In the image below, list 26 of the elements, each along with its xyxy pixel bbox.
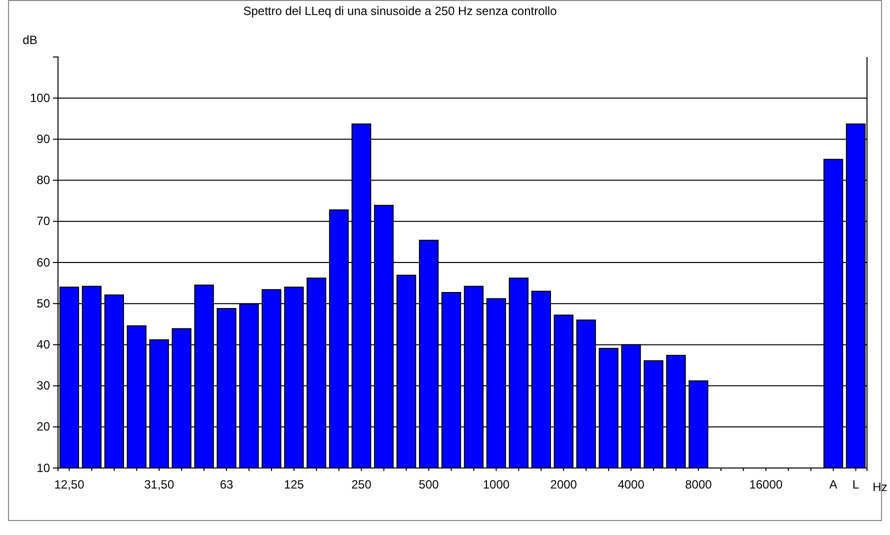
y-axis-title: dB bbox=[22, 33, 38, 47]
y-tick-label: 30 bbox=[36, 378, 50, 393]
y-tick-label: 90 bbox=[36, 132, 50, 146]
x-tick-label: 31,50 bbox=[144, 477, 174, 492]
y-tick-label: 80 bbox=[36, 173, 50, 188]
y-tick-label: 40 bbox=[36, 338, 50, 352]
x-axis-title: Hz bbox=[872, 480, 888, 494]
x-tick-label: 12,50 bbox=[54, 477, 85, 492]
x-tick-label: 250 bbox=[351, 477, 372, 492]
x-tick-label: 500 bbox=[418, 477, 440, 492]
y-tick-label: 100 bbox=[30, 90, 50, 105]
x-tick-label: 1000 bbox=[482, 477, 510, 492]
x-tick-label: 8000 bbox=[685, 477, 712, 492]
y-tick-label: 10 bbox=[36, 460, 50, 475]
x-tick-label: 16000 bbox=[749, 477, 783, 492]
y-tick-label: 60 bbox=[36, 255, 50, 270]
x-tick-label: L bbox=[852, 477, 860, 492]
y-tick-label: 20 bbox=[36, 420, 50, 434]
x-tick-label: 4000 bbox=[618, 477, 645, 492]
y-tick-label: 50 bbox=[36, 296, 50, 310]
chart-title: Spettro del LLeq di una sinusoide a 250 Hz senza controllo bbox=[243, 4, 558, 18]
x-tick-label: A bbox=[829, 477, 838, 492]
y-tick-label: 70 bbox=[36, 214, 50, 228]
x-tick-label: 2000 bbox=[550, 477, 578, 492]
x-tick-label: 125 bbox=[284, 477, 304, 492]
x-tick-label: 63 bbox=[220, 477, 234, 492]
